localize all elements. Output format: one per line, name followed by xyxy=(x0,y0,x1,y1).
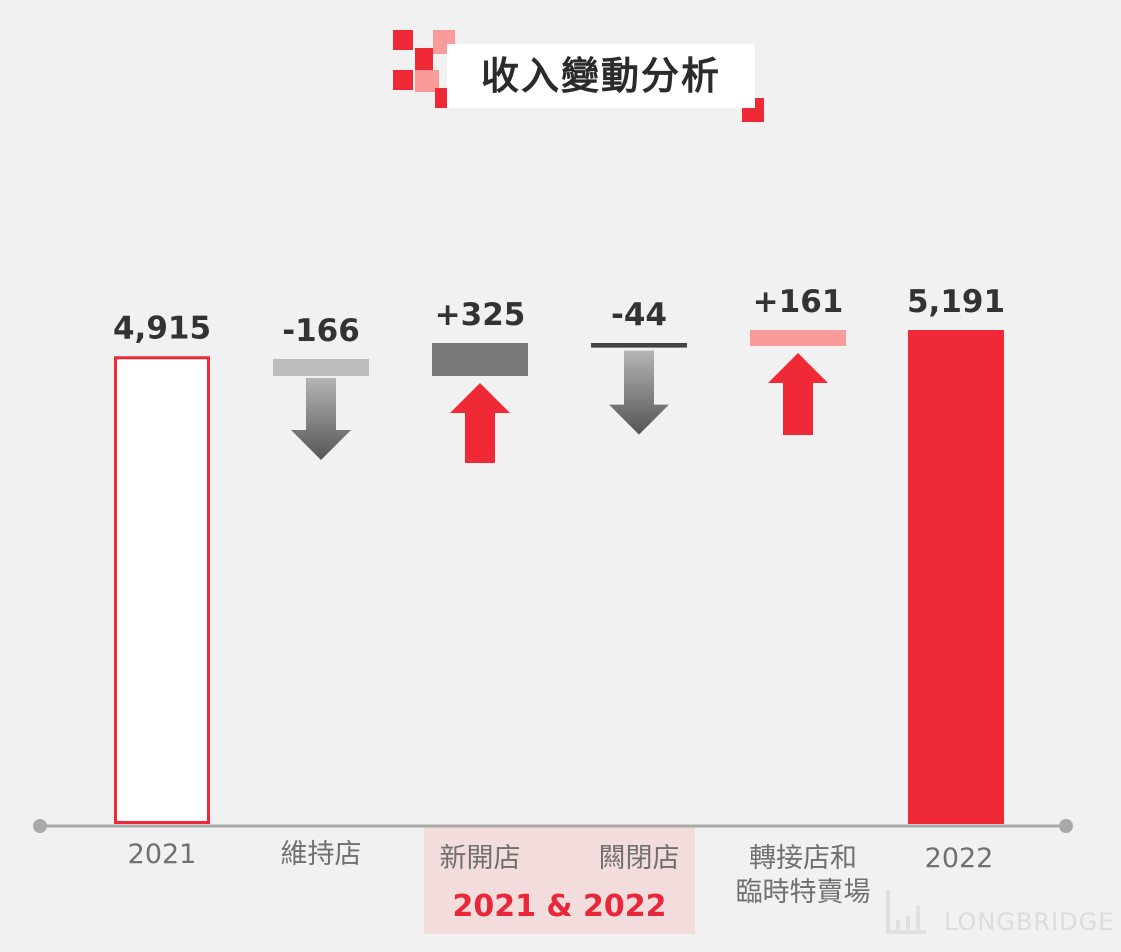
category-label: 2021 xyxy=(128,839,197,870)
title-deco-square xyxy=(393,70,413,90)
bar-change-4 xyxy=(750,330,846,346)
title-deco-square xyxy=(415,70,439,92)
title-deco-square xyxy=(393,30,413,50)
category-label: 維持店 xyxy=(281,839,362,870)
title-deco-square xyxy=(415,48,433,70)
bar-change-1 xyxy=(273,359,369,376)
category-label: 轉接店和 xyxy=(749,843,857,874)
bars-layer xyxy=(114,330,1004,824)
category-label: 闗閉店 xyxy=(599,843,680,874)
up-arrow-icon xyxy=(450,383,510,463)
bar-total-2021 xyxy=(114,356,210,824)
chart-title: 收入變動分析 xyxy=(480,54,721,98)
arrows-layer xyxy=(291,350,828,463)
category-label: 臨時特賣場 xyxy=(736,877,871,908)
title-box: 收入變動分析 xyxy=(447,44,755,108)
up-arrow-icon xyxy=(768,353,828,435)
period-label: 2021 & 2022 xyxy=(452,889,667,924)
bar-change-3 xyxy=(591,343,687,348)
down-arrow-icon xyxy=(609,350,669,435)
value-label: +161 xyxy=(753,284,844,320)
x-axis-start-dot xyxy=(33,819,47,833)
x-axis-end-dot xyxy=(1059,819,1073,833)
category-label: 2022 xyxy=(925,843,994,874)
longbridge-logo-icon xyxy=(886,890,926,934)
down-arrow-icon xyxy=(291,378,351,460)
value-label: +325 xyxy=(435,297,526,333)
value-label: -166 xyxy=(282,313,360,349)
title-area: 收入變動分析 xyxy=(0,0,1121,130)
watermark-text: LONGBRIDGE xyxy=(944,908,1115,936)
value-label: 5,191 xyxy=(907,284,1005,320)
value-label: -44 xyxy=(611,297,667,333)
value-label: 4,915 xyxy=(113,310,211,346)
axis-layer xyxy=(33,819,1073,833)
title-deco-square xyxy=(435,88,447,108)
watermark: LONGBRIDGE xyxy=(884,886,1114,936)
bar-change-2 xyxy=(432,343,528,376)
bar-total-2022 xyxy=(908,330,1004,824)
value-labels-layer: 4,915 -166 +325 -44 +161 5,191 xyxy=(113,284,1005,349)
category-label: 新開店 xyxy=(440,843,521,874)
period-highlight-band xyxy=(424,826,695,934)
